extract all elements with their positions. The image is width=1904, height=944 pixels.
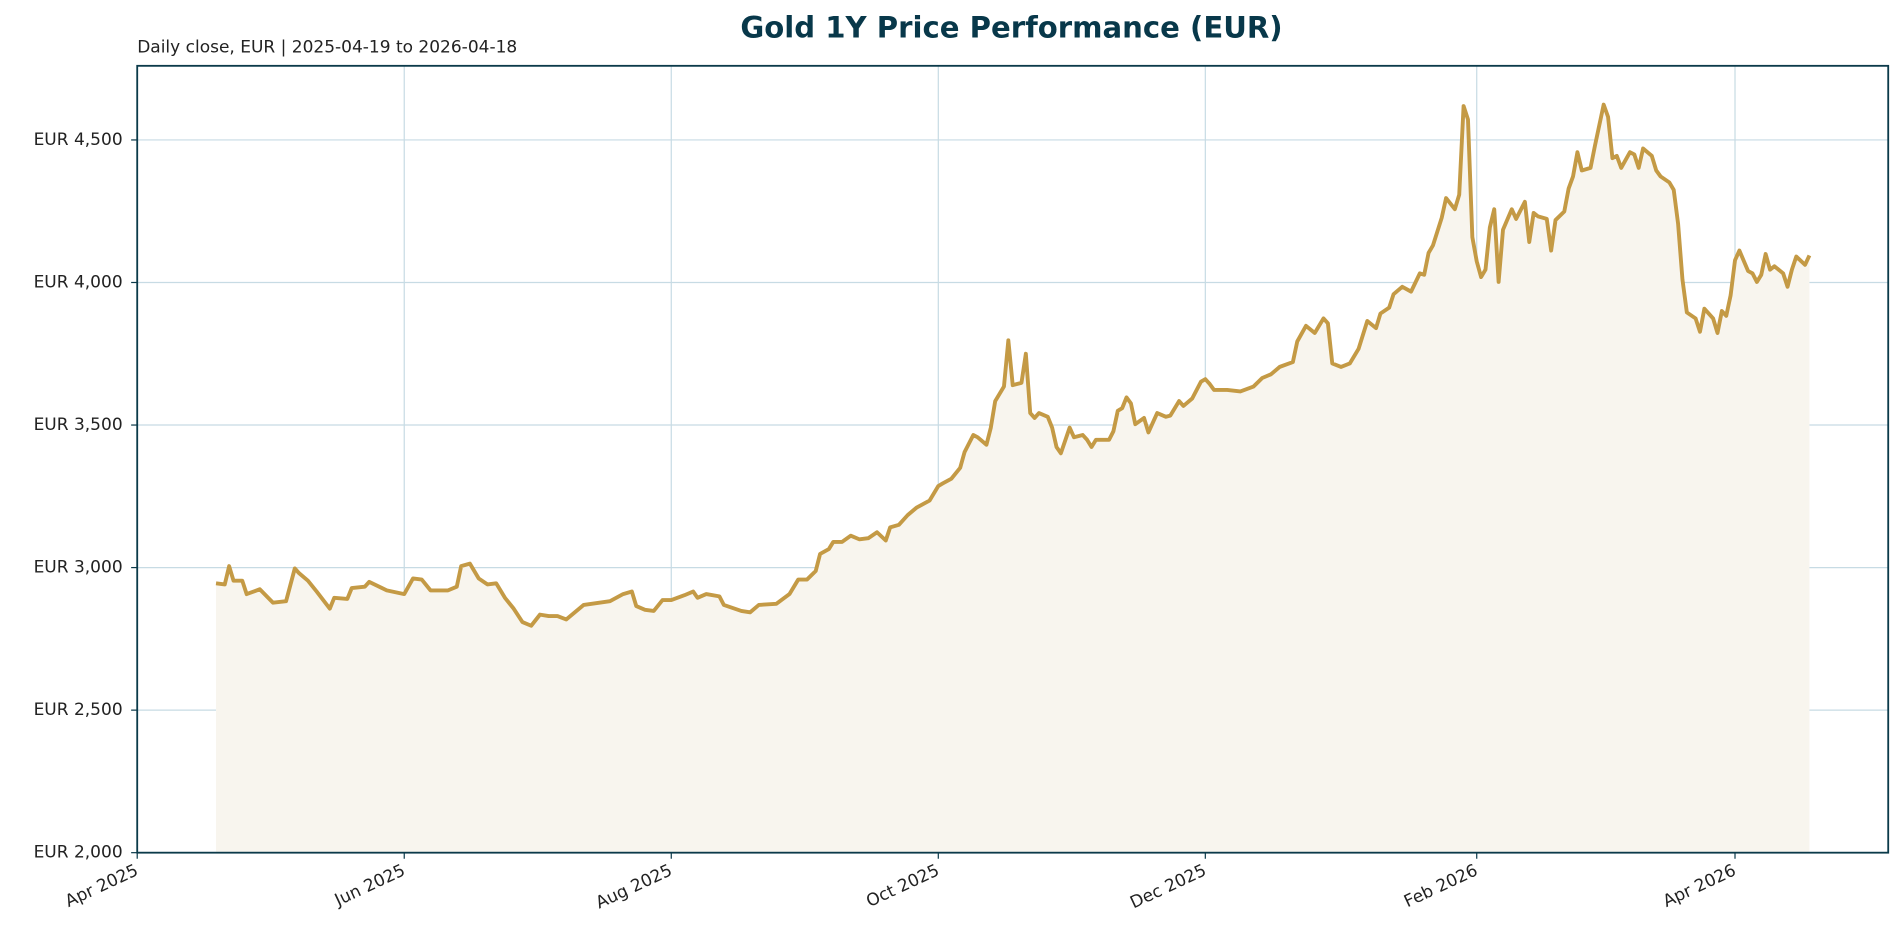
y-tick-label: EUR 3,000 <box>34 558 123 578</box>
y-tick-label: EUR 3,500 <box>34 415 123 435</box>
x-tick-label: Apr 2025 <box>62 861 141 912</box>
x-tick-label: Dec 2025 <box>1127 861 1209 914</box>
y-tick-label: EUR 4,000 <box>34 272 123 292</box>
x-tick-label: Apr 2026 <box>1660 861 1739 912</box>
plot-frame <box>136 64 1890 854</box>
y-tick-label: EUR 4,500 <box>34 130 123 150</box>
y-tick-label: EUR 2,000 <box>34 843 123 863</box>
x-tick-label: Feb 2026 <box>1401 861 1481 912</box>
x-tick-label: Oct 2025 <box>863 861 942 912</box>
chart-title: Gold 1Y Price Performance (EUR) <box>740 10 1282 44</box>
chart-subtitle: Daily close, EUR | 2025-04-19 to 2026-04… <box>137 38 517 58</box>
price-line <box>215 102 1812 628</box>
x-tick-label: Aug 2025 <box>593 861 676 914</box>
y-tick-label: EUR 2,500 <box>34 700 123 720</box>
x-tick-label: Jun 2025 <box>331 861 409 911</box>
